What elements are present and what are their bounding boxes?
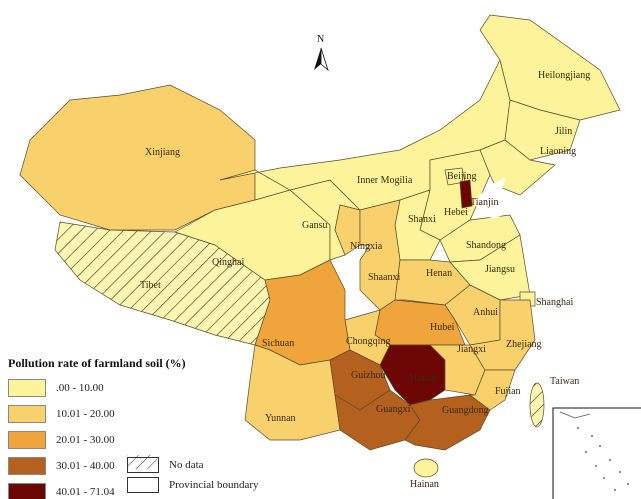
boundary-swatch bbox=[127, 477, 159, 493]
label-henan: Henan bbox=[426, 268, 452, 279]
province-tianjin bbox=[459, 179, 473, 209]
legend-label: 30.01 - 40.00 bbox=[56, 460, 115, 472]
boundary-label: Provincial boundary bbox=[169, 479, 259, 491]
label-anhui: Anhui bbox=[473, 307, 498, 318]
label-hubei: Hubei bbox=[430, 322, 455, 333]
legend-label: 10.01 - 20.00 bbox=[56, 408, 115, 420]
legend-swatch bbox=[8, 457, 46, 475]
province-guangdong bbox=[404, 394, 491, 451]
north-label: N bbox=[317, 34, 324, 45]
label-heilongjiang: Heilongjiang bbox=[538, 70, 590, 81]
legend-swatch bbox=[8, 431, 46, 449]
label-tibet: Tibet bbox=[140, 280, 161, 291]
label-jiangsu: Jiangsu bbox=[485, 264, 515, 275]
label-sichuan: Sichuan bbox=[262, 338, 294, 349]
label-shaanxi: Shaanxi bbox=[368, 272, 400, 283]
label-innermongolia: Inner Mogilia bbox=[357, 175, 413, 186]
bohai-sea bbox=[475, 178, 512, 218]
north-arrow-icon: N bbox=[314, 34, 329, 72]
label-hunan: Hunan bbox=[410, 373, 437, 384]
label-gansu: Gansu bbox=[302, 220, 328, 231]
south-china-sea-inset bbox=[552, 407, 641, 499]
province-hainan bbox=[413, 458, 439, 478]
no-data-label: No data bbox=[169, 459, 204, 471]
legend-label: .00 - 10.00 bbox=[56, 382, 104, 394]
label-xinjiang: Xinjiang bbox=[145, 147, 180, 158]
province-taiwan bbox=[529, 382, 545, 428]
legend-label: 20.01 - 30.00 bbox=[56, 434, 115, 446]
label-guangxi: Guangxi bbox=[376, 404, 411, 415]
no-data-swatch bbox=[127, 455, 159, 473]
label-beijing: Beijing bbox=[447, 171, 476, 182]
label-guizhou: Guizhou bbox=[351, 370, 385, 381]
province-ningxia bbox=[334, 204, 361, 256]
legend-item: 40.01 - 71.04 bbox=[8, 479, 308, 499]
label-shanxi: Shanxi bbox=[408, 214, 436, 225]
legend-item: 10.01 - 20.00 bbox=[8, 401, 308, 427]
label-hainan: Hainan bbox=[410, 479, 439, 490]
legend-item: .00 - 10.00 bbox=[8, 375, 308, 401]
label-shandong: Shandong bbox=[466, 240, 506, 251]
label-jiangxi: Jiangxi bbox=[457, 344, 486, 355]
province-fujian bbox=[468, 369, 516, 411]
legend-swatch bbox=[8, 379, 46, 397]
label-chongqing: Chongqing bbox=[346, 336, 390, 347]
legend-swatch bbox=[8, 405, 46, 423]
legend-label: 40.01 - 71.04 bbox=[56, 486, 115, 498]
label-taiwan: Taiwan bbox=[550, 376, 579, 387]
label-hebei: Hebei bbox=[444, 207, 468, 218]
label-liaoning: Liaoning bbox=[540, 146, 576, 157]
label-tianjin: Tianjin bbox=[470, 197, 499, 208]
legend: Pollution rate of farmland soil (%) .00 … bbox=[8, 356, 308, 499]
province-shaanxi bbox=[359, 199, 401, 311]
label-zhejiang: Zhejiang bbox=[506, 339, 542, 350]
label-yunnan: Yunnan bbox=[265, 413, 296, 424]
legend-swatch bbox=[8, 483, 46, 499]
legend-item: 30.01 - 40.00 bbox=[8, 453, 308, 479]
label-qinghai: Qinghai bbox=[212, 257, 244, 268]
legend-extra: No data Provincial boundary bbox=[127, 455, 259, 495]
legend-item: 20.01 - 30.00 bbox=[8, 427, 308, 453]
label-ningxia: Ningxia bbox=[350, 241, 383, 252]
legend-title: Pollution rate of farmland soil (%) bbox=[8, 356, 186, 370]
label-shanghai: Shanghai bbox=[536, 297, 573, 308]
province-xinjiang bbox=[19, 84, 256, 231]
label-guangdong: Guangdong bbox=[442, 405, 489, 416]
label-jilin: Jilin bbox=[555, 126, 572, 137]
label-fujian: Fujian bbox=[495, 386, 521, 397]
